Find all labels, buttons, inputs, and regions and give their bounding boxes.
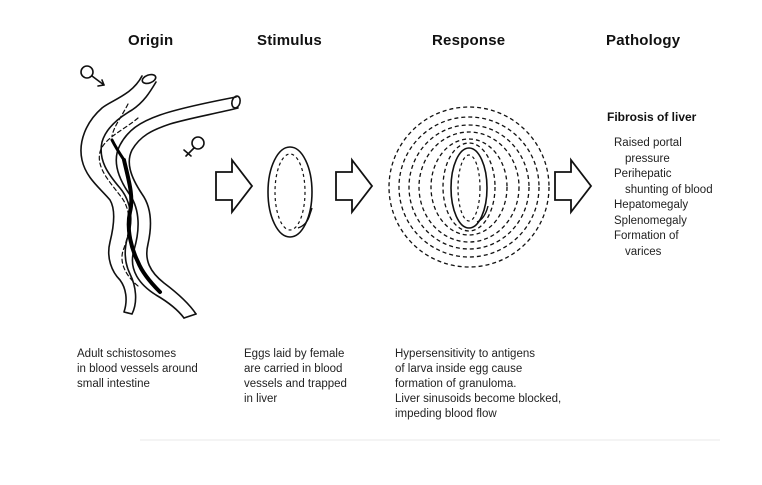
arrow-response-to-pathology <box>554 157 593 215</box>
schistosome-worms-illustration <box>80 65 241 319</box>
caption-origin-line: Adult schistosomes <box>77 348 177 360</box>
pathology-item-line-indented: pressure <box>625 152 670 165</box>
pathology-item-line-indented: varices <box>625 245 662 258</box>
egg-illustration <box>267 146 313 238</box>
granuloma-egg <box>450 147 489 229</box>
caption-response-line: Liver sinusoids become blocked, <box>395 393 562 405</box>
pathology-title: Fibrosis of liver <box>607 110 697 124</box>
caption-response-line: impeding blood flow <box>395 408 497 420</box>
caption-origin-line: in blood vessels around <box>77 363 198 375</box>
header-pathology: Pathology <box>606 32 681 49</box>
caption-response: Hypersensitivity to antigens of larva in… <box>395 347 561 422</box>
header-origin: Origin <box>128 32 174 49</box>
pathology-item-line: Perihepatic <box>614 168 672 180</box>
pathology-item: Splenomegaly <box>614 214 713 230</box>
header-stimulus: Stimulus <box>257 32 322 49</box>
male-symbol-icon <box>80 65 105 87</box>
caption-stimulus-line: in liver <box>244 393 278 405</box>
pathology-item-line-indented: shunting of blood <box>625 183 713 196</box>
granuloma-illustration <box>388 106 550 268</box>
pathology-item-line: Raised portal <box>614 137 682 149</box>
caption-response-line: of larva inside egg cause <box>395 363 523 375</box>
caption-stimulus: Eggs laid by female are carried in blood… <box>244 347 347 407</box>
caption-origin: Adult schistosomes in blood vessels arou… <box>77 347 198 392</box>
pathology-item: Formation of varices <box>614 229 713 260</box>
caption-stimulus-line: Eggs laid by female <box>244 348 345 360</box>
caption-response-line: formation of granuloma. <box>395 378 517 390</box>
pathology-item-line: Formation of <box>614 230 679 242</box>
pathology-item: Raised portal pressure <box>614 136 713 167</box>
caption-stimulus-line: vessels and trapped <box>244 378 347 390</box>
female-symbol-icon <box>183 136 205 157</box>
pathology-item-line: Hepatomegaly <box>614 199 689 211</box>
header-response: Response <box>432 32 506 49</box>
caption-origin-line: small intestine <box>77 378 150 390</box>
arrow-origin-to-stimulus <box>215 157 254 215</box>
arrow-stimulus-to-response <box>335 157 374 215</box>
pathology-item-line: Splenomegaly <box>614 214 687 227</box>
pathology-item: Hepatomegaly <box>614 198 713 214</box>
pathology-list: Raised portal pressure Perihepatic shunt… <box>614 136 713 260</box>
caption-response-line: Hypersensitivity to antigens <box>395 348 535 360</box>
pathology-item: Perihepatic shunting of blood <box>614 167 713 198</box>
caption-stimulus-line: are carried in blood <box>244 363 343 375</box>
flow-arrows <box>215 157 593 215</box>
